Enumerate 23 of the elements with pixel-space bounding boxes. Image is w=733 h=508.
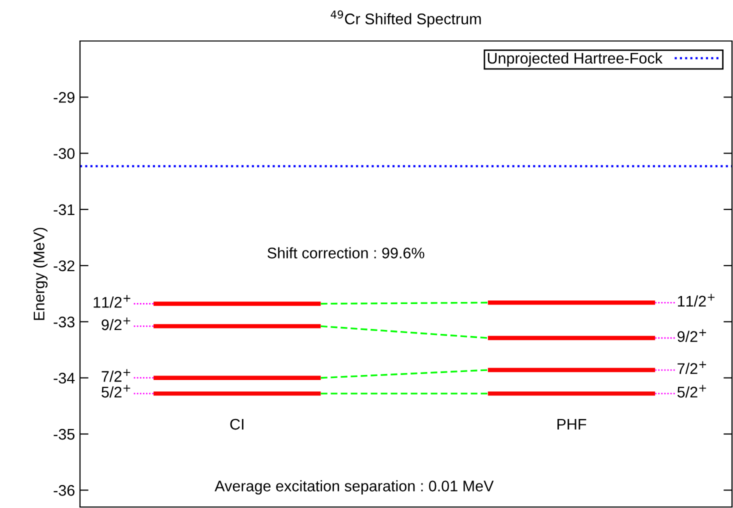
y-tick-label: -32 bbox=[54, 260, 74, 272]
y-tick-label: -35 bbox=[54, 428, 74, 440]
y-tick-label: -36 bbox=[54, 485, 74, 496]
annotation: Average excitation separation : 0.01 MeV bbox=[214, 480, 494, 494]
legend-label: Unprojected Hartree-Fock bbox=[488, 52, 663, 67]
y-tick-label: -34 bbox=[54, 372, 75, 384]
chart-title: $^{49}$Cr Shifted Spectrum bbox=[330, 10, 481, 28]
series-label: 9/2$^{+}$ bbox=[102, 317, 130, 330]
y-tick-label: -29 bbox=[54, 92, 74, 103]
annotation: Shift correction : 99.6% bbox=[268, 247, 424, 258]
y-axis-title: Energy (MeV) bbox=[33, 228, 48, 320]
series-label: 11/2$^{+}$ bbox=[94, 295, 130, 308]
series-label: 11/2$^{+}$ bbox=[678, 294, 715, 307]
series-label: 9/2$^{+}$ bbox=[678, 329, 706, 342]
annotation: CI bbox=[230, 418, 244, 430]
y-tick-label: -31 bbox=[54, 204, 74, 216]
y-tick-label: -30 bbox=[54, 148, 75, 159]
annotation: PHF bbox=[557, 419, 586, 430]
y-tick-label: -33 bbox=[54, 316, 74, 328]
series-label: 7/2$^{+}$ bbox=[678, 361, 706, 374]
series-label: 5/2$^{+}$ bbox=[677, 384, 706, 398]
series-label: 7/2$^{+}$ bbox=[102, 369, 130, 382]
series-label: 5/2$^{+}$ bbox=[102, 384, 130, 398]
